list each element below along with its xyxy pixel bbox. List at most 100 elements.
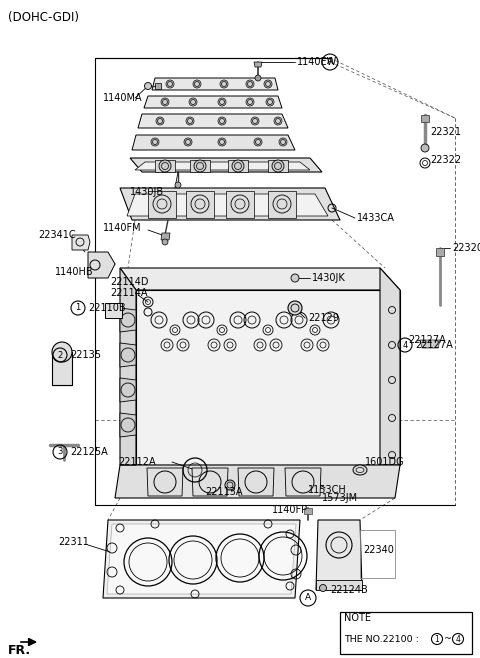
Polygon shape xyxy=(147,468,183,496)
Text: 1430JB: 1430JB xyxy=(130,187,164,197)
Polygon shape xyxy=(380,268,400,465)
Polygon shape xyxy=(115,465,400,498)
Polygon shape xyxy=(152,78,278,90)
Polygon shape xyxy=(136,290,400,465)
Circle shape xyxy=(186,117,194,125)
Polygon shape xyxy=(254,62,262,67)
Text: 1140EW: 1140EW xyxy=(297,57,337,67)
Polygon shape xyxy=(161,233,170,240)
Polygon shape xyxy=(340,612,472,654)
Text: 1430JK: 1430JK xyxy=(312,273,346,283)
Circle shape xyxy=(218,117,226,125)
Circle shape xyxy=(144,82,152,89)
Text: 1153CH: 1153CH xyxy=(308,485,347,495)
Circle shape xyxy=(320,584,326,592)
Text: 4: 4 xyxy=(402,340,408,349)
Circle shape xyxy=(251,117,259,125)
Text: 1140MA: 1140MA xyxy=(103,93,143,103)
Text: 22124B: 22124B xyxy=(330,585,368,595)
Polygon shape xyxy=(107,524,296,594)
Polygon shape xyxy=(192,468,228,496)
Circle shape xyxy=(218,98,226,106)
Circle shape xyxy=(175,182,181,188)
Polygon shape xyxy=(135,162,310,170)
Polygon shape xyxy=(420,340,440,348)
Polygon shape xyxy=(285,468,321,496)
Text: 22110B: 22110B xyxy=(88,303,126,313)
Text: 22114A: 22114A xyxy=(110,288,147,298)
Polygon shape xyxy=(186,191,214,218)
Text: 1601DG: 1601DG xyxy=(365,457,405,467)
Text: (DOHC-GDI): (DOHC-GDI) xyxy=(8,11,79,24)
Circle shape xyxy=(274,117,282,125)
Circle shape xyxy=(193,80,201,88)
Circle shape xyxy=(266,98,274,106)
Polygon shape xyxy=(120,308,136,332)
Circle shape xyxy=(189,98,197,106)
Polygon shape xyxy=(105,303,122,318)
Text: 2: 2 xyxy=(58,351,62,359)
Polygon shape xyxy=(144,96,282,108)
Text: 22340: 22340 xyxy=(363,545,394,555)
Polygon shape xyxy=(304,508,312,514)
Polygon shape xyxy=(226,191,254,218)
Text: NOTE: NOTE xyxy=(344,613,371,623)
Polygon shape xyxy=(155,160,175,172)
Polygon shape xyxy=(238,468,274,496)
Text: 1140FP: 1140FP xyxy=(272,505,308,515)
Polygon shape xyxy=(268,191,296,218)
Circle shape xyxy=(156,117,164,125)
Text: FR.: FR. xyxy=(8,644,31,657)
Circle shape xyxy=(220,80,228,88)
Text: THE NO.22100 :: THE NO.22100 : xyxy=(344,634,419,644)
Polygon shape xyxy=(148,191,176,218)
Circle shape xyxy=(421,144,429,152)
Text: 22127A: 22127A xyxy=(415,340,453,350)
Text: 1140FM: 1140FM xyxy=(103,223,142,233)
Text: 22322: 22322 xyxy=(430,155,461,165)
Circle shape xyxy=(225,480,235,490)
Text: 22125A: 22125A xyxy=(70,447,108,457)
Text: 22129: 22129 xyxy=(308,313,339,323)
Polygon shape xyxy=(120,268,136,465)
Circle shape xyxy=(254,138,262,146)
Text: 22311: 22311 xyxy=(58,537,89,547)
Text: 22113A: 22113A xyxy=(205,487,242,497)
Text: ~: ~ xyxy=(444,634,452,644)
Text: A: A xyxy=(327,57,333,66)
Circle shape xyxy=(151,138,159,146)
Polygon shape xyxy=(268,160,288,172)
Circle shape xyxy=(291,274,299,282)
Circle shape xyxy=(272,160,284,172)
Text: 1: 1 xyxy=(434,634,439,644)
Polygon shape xyxy=(421,115,429,122)
Text: A: A xyxy=(305,594,311,603)
Text: 1140HB: 1140HB xyxy=(55,267,94,277)
Polygon shape xyxy=(436,248,444,256)
Circle shape xyxy=(288,301,302,315)
Polygon shape xyxy=(120,188,340,220)
Circle shape xyxy=(184,138,192,146)
Circle shape xyxy=(232,160,244,172)
Circle shape xyxy=(194,160,206,172)
Polygon shape xyxy=(120,378,136,402)
Polygon shape xyxy=(155,83,161,89)
Polygon shape xyxy=(52,352,72,385)
Polygon shape xyxy=(120,268,400,290)
Circle shape xyxy=(255,75,261,81)
Polygon shape xyxy=(127,194,328,216)
Circle shape xyxy=(218,138,226,146)
Polygon shape xyxy=(72,235,90,250)
Text: 22114D: 22114D xyxy=(110,277,148,287)
Polygon shape xyxy=(132,135,295,150)
Polygon shape xyxy=(103,520,300,598)
Text: 22341C: 22341C xyxy=(38,230,76,240)
Polygon shape xyxy=(120,343,136,367)
Circle shape xyxy=(246,98,254,106)
Circle shape xyxy=(246,80,254,88)
Polygon shape xyxy=(190,160,210,172)
Polygon shape xyxy=(138,114,288,128)
Polygon shape xyxy=(120,413,136,437)
Circle shape xyxy=(166,80,174,88)
Text: 4: 4 xyxy=(456,634,460,644)
